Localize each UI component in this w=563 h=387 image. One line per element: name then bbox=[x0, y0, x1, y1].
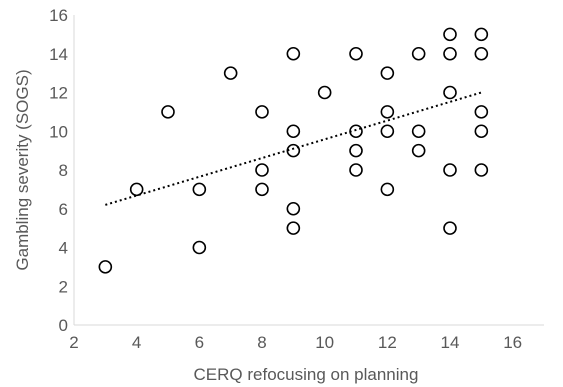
x-tick-label: 2 bbox=[69, 333, 78, 352]
data-point bbox=[129, 182, 144, 197]
data-point bbox=[317, 85, 332, 100]
y-tick-label: 8 bbox=[59, 161, 68, 180]
data-point bbox=[349, 46, 363, 61]
data-point bbox=[474, 46, 489, 61]
data-point bbox=[255, 182, 269, 197]
y-tick-label: 12 bbox=[49, 84, 68, 103]
data-point bbox=[349, 163, 363, 177]
y-tick-label: 14 bbox=[49, 45, 68, 64]
y-tick-label: 6 bbox=[59, 200, 68, 219]
data-point bbox=[443, 221, 457, 235]
x-axis-title: CERQ refocusing on planning bbox=[194, 365, 419, 384]
y-axis-title: Gambling severity (SOGS) bbox=[13, 69, 32, 270]
y-tick-label: 16 bbox=[49, 6, 68, 25]
data-point bbox=[223, 66, 238, 80]
x-tick-label: 4 bbox=[132, 333, 141, 352]
data-point bbox=[380, 105, 395, 119]
data-point bbox=[286, 221, 301, 235]
data-point bbox=[192, 182, 207, 197]
data-point bbox=[380, 66, 395, 80]
x-tick-label: 12 bbox=[378, 333, 397, 352]
data-point bbox=[161, 105, 175, 119]
data-point bbox=[286, 201, 301, 216]
data-point bbox=[349, 124, 363, 139]
y-tick-label: 2 bbox=[59, 277, 68, 296]
trendline-layer bbox=[105, 91, 482, 206]
y-tick-label: 4 bbox=[59, 239, 68, 258]
data-point bbox=[411, 143, 426, 158]
axes bbox=[73, 15, 544, 326]
data-point bbox=[474, 27, 489, 42]
x-tick-label: 8 bbox=[257, 333, 266, 352]
data-point bbox=[443, 46, 457, 61]
data-point bbox=[443, 85, 457, 100]
y-tick-label: 10 bbox=[49, 122, 68, 141]
data-point bbox=[98, 260, 113, 274]
data-point bbox=[443, 163, 457, 177]
data-point bbox=[286, 124, 301, 139]
data-points bbox=[98, 27, 489, 274]
data-point bbox=[474, 124, 489, 139]
data-point bbox=[474, 163, 489, 177]
trendline bbox=[105, 91, 482, 206]
x-tick-label: 16 bbox=[503, 333, 522, 352]
data-point bbox=[255, 105, 269, 119]
x-tick-label: 10 bbox=[315, 333, 334, 352]
data-point bbox=[380, 182, 395, 197]
x-tick-label: 6 bbox=[195, 333, 204, 352]
data-point bbox=[380, 124, 395, 139]
x-tick-label: 14 bbox=[441, 333, 460, 352]
data-point bbox=[411, 46, 426, 61]
data-point bbox=[411, 124, 426, 139]
data-point bbox=[474, 105, 489, 119]
data-point bbox=[286, 143, 301, 158]
data-point bbox=[255, 163, 269, 177]
data-point bbox=[192, 240, 207, 255]
data-point bbox=[286, 46, 301, 61]
data-point bbox=[349, 143, 363, 158]
data-point bbox=[443, 27, 457, 42]
y-tick-label: 0 bbox=[59, 316, 68, 335]
